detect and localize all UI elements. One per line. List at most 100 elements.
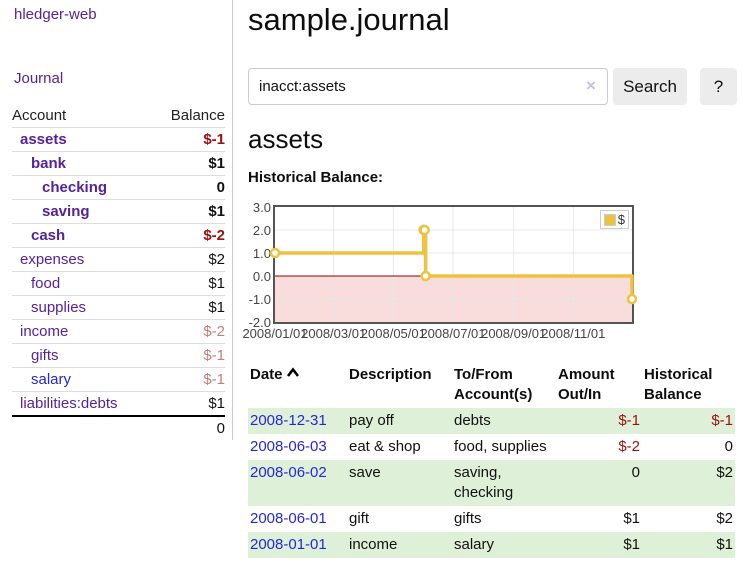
transaction-description: gift [349,510,370,527]
account-row[interactable]: supplies $1 [12,295,225,319]
transaction-accounts: food, supplies [454,438,547,455]
account-balance: $1 [208,275,225,292]
column-header-date[interactable]: Date [248,362,347,408]
account-row[interactable]: gifts $-1 [12,343,225,367]
legend-label: $ [617,212,625,227]
transaction-description: save [349,464,381,481]
column-header-amount: Amount Out/In [558,366,615,403]
account-balance: $1 [208,395,225,412]
search-button[interactable]: Search [613,68,687,105]
transaction-date-link[interactable]: 2008-06-03 [250,438,327,455]
account-link-saving[interactable]: saving [42,203,90,220]
app-brand-link[interactable]: hledger-web [14,6,97,23]
main-content: sample.journal × Search ? assets Histori… [242,0,742,558]
transaction-description: pay off [349,412,394,429]
account-row[interactable]: checking 0 [12,175,225,199]
account-link-expenses[interactable]: expenses [20,251,85,268]
transaction-amount: 0 [631,464,640,481]
y-tick-label: 3.0 [252,200,271,215]
transaction-balance: $1 [716,536,733,553]
x-tick-label: 2008/07/01 [420,326,486,341]
transaction-row[interactable]: 2008-06-03 eat & shop food, supplies $-2… [248,434,735,460]
y-tick-label: 0.0 [252,269,271,284]
chart-x-axis: 2008/01/01 2008/03/01 2008/05/01 2008/07/01… [242,326,632,342]
account-row[interactable]: assets $-1 [12,127,225,151]
account-link-gifts[interactable]: gifts [31,347,59,364]
accounts-total-value: 0 [216,420,225,437]
account-link-liabilities-debts[interactable]: liabilities:debts [20,395,118,412]
transaction-row[interactable]: 2008-12-31 pay off debts $-1 $-1 [248,408,735,434]
account-balance: $-2 [203,227,225,244]
account-balance: $1 [208,155,225,172]
transaction-accounts: salary [454,536,495,553]
account-balance: $1 [208,299,225,316]
transaction-date-link[interactable]: 2008-12-31 [250,412,327,429]
search-form: × Search ? [248,68,742,106]
page-title: sample.journal [248,2,450,37]
account-link-bank[interactable]: bank [31,155,67,172]
transaction-amount: $1 [623,510,640,527]
x-tick-label: 2008/03/01 [301,326,367,341]
accounts-total-row: 0 [12,415,225,440]
transactions-header-row: Date Description To/From Account(s) Amou… [248,362,735,408]
transaction-row[interactable]: 2008-06-01 gift gifts $1 $2 [248,506,735,532]
y-tick-label: 1.0 [252,246,271,261]
transaction-date-link[interactable]: 2008-06-01 [250,510,327,527]
balance-chart: 3.0 2.0 1.0 0.0 -1.0 -2.0 $ 2008/01/01 2008/03… [242,200,735,348]
account-row[interactable]: liabilities:debts $1 [12,391,225,415]
chart-canvas[interactable] [269,207,638,322]
column-header-tofrom: To/From Account(s) [454,366,533,403]
clear-search-icon[interactable]: × [586,76,596,95]
account-column-header: Account [12,107,67,124]
account-balance: $-1 [203,131,225,148]
transaction-balance: $2 [716,464,733,481]
transaction-description: income [349,536,398,553]
legend-swatch-icon [603,213,616,226]
x-tick-label: 2008/09/01 [481,326,547,341]
accounts-table: Account Balance assets $-1 bank $1 check… [12,104,225,440]
account-row[interactable]: bank $1 [12,151,225,175]
transaction-description: eat & shop [349,438,421,455]
account-link-supplies[interactable]: supplies [31,299,87,316]
account-link-income[interactable]: income [20,323,69,340]
account-balance: $-2 [203,323,225,340]
transaction-amount: $1 [623,536,640,553]
sidebar-item-journal[interactable]: Journal [14,70,64,87]
x-tick-label: 2008/01/01 [242,326,308,341]
accounts-table-header: Account Balance [12,104,225,127]
account-link-assets[interactable]: assets [20,131,67,148]
account-row[interactable]: income $-2 [12,319,225,343]
y-tick-label: -2.0 [248,315,271,330]
transaction-date-link[interactable]: 2008-01-01 [250,536,327,553]
column-header-historical: Historical Balance [644,366,713,403]
account-balance: $-1 [203,347,225,364]
column-header-description: Description [349,366,432,383]
search-input[interactable] [248,68,608,105]
transaction-date-link[interactable]: 2008-06-02 [250,464,327,481]
transaction-row[interactable]: 2008-06-02 save saving, checking 0 $2 [248,460,735,506]
account-balance: 0 [216,179,225,196]
transaction-accounts: saving, checking [454,464,514,501]
transaction-amount: $-2 [618,438,640,455]
sidebar: hledger-web Journal Account Balance asse… [0,0,233,440]
transaction-accounts: gifts [454,510,482,527]
account-row[interactable]: saving $1 [12,199,225,223]
transaction-balance: 0 [724,438,733,455]
chart-legend: $ [599,210,629,229]
account-link-checking[interactable]: checking [42,179,108,196]
help-button[interactable]: ? [700,68,737,105]
account-balance: $1 [208,203,225,220]
account-link-salary[interactable]: salary [31,371,72,388]
account-row[interactable]: food $1 [12,271,225,295]
account-balance: $-1 [203,371,225,388]
transaction-row[interactable]: 2008-01-01 income salary $1 $1 [248,532,735,558]
chart-y-axis: 3.0 2.0 1.0 0.0 -1.0 -2.0 [248,200,271,330]
account-row[interactable]: salary $-1 [12,367,225,391]
account-row[interactable]: expenses $2 [12,247,225,271]
transaction-balance: $-1 [711,412,733,429]
plot-area[interactable]: $ [269,205,638,324]
account-heading: assets [248,124,324,154]
account-link-cash[interactable]: cash [31,227,66,244]
account-row[interactable]: cash $-2 [12,223,225,247]
account-link-food[interactable]: food [31,275,61,292]
